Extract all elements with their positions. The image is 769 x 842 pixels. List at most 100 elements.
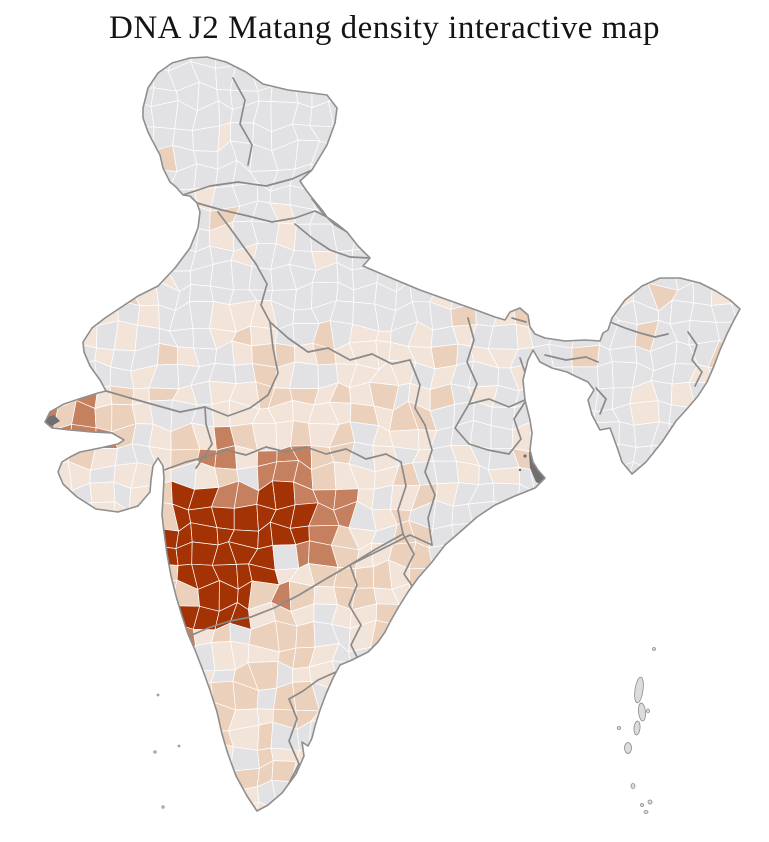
district-cell[interactable] <box>289 361 319 389</box>
district-cell[interactable] <box>331 202 359 225</box>
district-cell[interactable] <box>571 344 600 368</box>
district-cell[interactable] <box>490 425 514 450</box>
district-cell[interactable] <box>233 363 257 384</box>
district-cell[interactable] <box>191 682 214 709</box>
island[interactable] <box>624 742 632 754</box>
island[interactable] <box>177 744 181 748</box>
district-cell[interactable] <box>430 343 459 370</box>
district-cell[interactable] <box>250 325 278 347</box>
district-cell[interactable] <box>248 266 273 291</box>
district-cell[interactable] <box>257 721 274 751</box>
island[interactable] <box>637 702 647 722</box>
district-cell[interactable] <box>230 746 260 772</box>
district-cell[interactable] <box>113 320 138 352</box>
district-cell[interactable] <box>33 380 59 409</box>
district-cell[interactable] <box>355 566 375 589</box>
district-cell[interactable] <box>71 302 100 327</box>
district-cell[interactable] <box>488 467 521 485</box>
district-cell[interactable] <box>574 388 600 412</box>
district-cell[interactable] <box>272 544 300 571</box>
district-cell[interactable] <box>492 300 517 327</box>
district-cell[interactable] <box>157 343 179 366</box>
district-cell[interactable] <box>548 323 577 349</box>
district-cell[interactable] <box>91 501 116 525</box>
island[interactable] <box>156 693 160 697</box>
state-border <box>466 317 478 405</box>
district-cell[interactable] <box>512 300 536 328</box>
district-cell[interactable] <box>371 484 394 510</box>
island[interactable] <box>640 803 644 807</box>
district-cell[interactable] <box>192 125 221 152</box>
island[interactable] <box>647 799 653 805</box>
district-cell[interactable] <box>595 443 620 471</box>
district-cell[interactable] <box>268 64 295 87</box>
district-cell[interactable] <box>528 302 560 328</box>
island[interactable] <box>633 676 645 704</box>
island[interactable] <box>646 708 650 714</box>
district-cell[interactable] <box>432 460 459 484</box>
district-cell[interactable] <box>210 669 236 684</box>
district-cell[interactable] <box>271 779 296 811</box>
district-cell[interactable] <box>209 259 234 291</box>
district-cell[interactable] <box>397 601 417 631</box>
island[interactable] <box>652 647 656 651</box>
district-cell[interactable] <box>553 366 575 390</box>
district-cell[interactable] <box>468 501 495 531</box>
district-cell[interactable] <box>332 660 355 693</box>
district-cell[interactable] <box>151 544 179 566</box>
island[interactable] <box>153 750 157 754</box>
district-cell[interactable] <box>127 126 155 152</box>
district-cell[interactable] <box>451 522 473 544</box>
island[interactable] <box>633 720 641 736</box>
island[interactable] <box>630 783 636 789</box>
district-cell[interactable] <box>456 460 480 486</box>
district-cell[interactable] <box>94 403 113 433</box>
district-cell[interactable] <box>596 361 614 390</box>
district-cell[interactable] <box>171 645 196 671</box>
district-cell[interactable] <box>491 501 518 531</box>
district-cell[interactable] <box>370 647 399 670</box>
district-cell[interactable] <box>668 404 696 433</box>
district-cell[interactable] <box>428 543 455 570</box>
district-cell[interactable] <box>688 381 717 409</box>
district-cell[interactable] <box>292 666 312 683</box>
district-cell[interactable] <box>68 359 99 388</box>
state-border <box>163 446 402 471</box>
district-cell[interactable] <box>152 563 179 583</box>
district-cell[interactable] <box>137 304 160 329</box>
district-cell[interactable] <box>168 206 200 230</box>
district-cell[interactable] <box>293 223 313 252</box>
island[interactable] <box>617 726 621 730</box>
district-cell[interactable] <box>730 303 760 323</box>
island[interactable] <box>161 805 165 809</box>
district-cell[interactable] <box>692 261 720 283</box>
state-border <box>609 321 669 338</box>
district-cell[interactable] <box>668 423 698 448</box>
district-cell[interactable] <box>231 801 260 830</box>
district-cell[interactable] <box>233 504 259 532</box>
district-cell[interactable] <box>571 326 600 349</box>
state-border <box>348 564 362 662</box>
state-border <box>511 317 527 323</box>
state-border <box>397 461 407 535</box>
districts-layer <box>33 43 760 830</box>
state-border <box>232 77 253 166</box>
district-cell[interactable] <box>89 481 116 503</box>
district-cell[interactable] <box>592 421 620 451</box>
district-cell[interactable] <box>618 421 637 448</box>
district-cell[interactable] <box>188 284 214 302</box>
district-cell[interactable] <box>275 620 298 653</box>
district-cell[interactable] <box>571 366 600 390</box>
district-cell[interactable] <box>487 323 519 350</box>
district-cell[interactable] <box>172 224 200 253</box>
district-cell[interactable] <box>650 443 675 472</box>
state-border <box>402 533 416 591</box>
district-cell[interactable] <box>352 221 380 251</box>
district-cell[interactable] <box>629 400 660 426</box>
district-cell[interactable] <box>69 423 97 449</box>
district-cell[interactable] <box>215 43 237 69</box>
island[interactable] <box>643 810 649 814</box>
district-cell[interactable] <box>290 420 312 447</box>
district-cell[interactable] <box>295 621 316 649</box>
